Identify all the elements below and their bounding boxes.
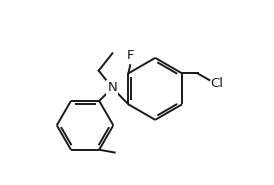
- Text: F: F: [127, 48, 134, 62]
- Text: N: N: [107, 81, 117, 95]
- Text: Cl: Cl: [210, 77, 223, 90]
